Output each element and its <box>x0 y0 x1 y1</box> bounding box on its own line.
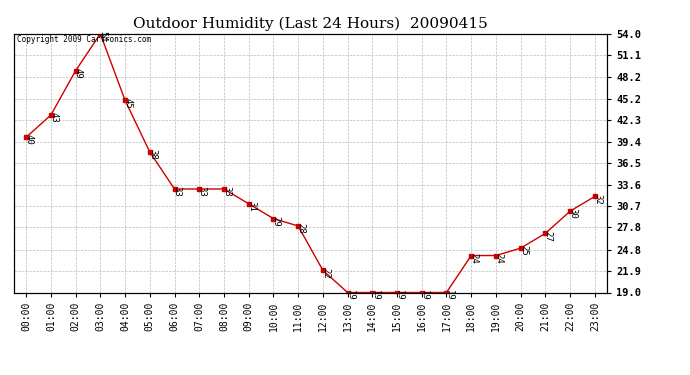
Text: 24: 24 <box>494 253 503 264</box>
Title: Outdoor Humidity (Last 24 Hours)  20090415: Outdoor Humidity (Last 24 Hours) 2009041… <box>133 17 488 31</box>
Text: 49: 49 <box>74 68 83 79</box>
Text: 32: 32 <box>593 194 602 204</box>
Text: 43: 43 <box>49 112 58 123</box>
Text: 19: 19 <box>346 290 355 300</box>
Text: 25: 25 <box>519 245 528 256</box>
Text: 40: 40 <box>24 135 33 145</box>
Text: 27: 27 <box>544 231 553 242</box>
Text: 31: 31 <box>247 201 256 212</box>
Text: Copyright 2009 Cartronics.com: Copyright 2009 Cartronics.com <box>17 35 151 44</box>
Text: 33: 33 <box>172 186 181 197</box>
Text: 28: 28 <box>297 223 306 234</box>
Text: 33: 33 <box>222 186 231 197</box>
Text: 19: 19 <box>395 290 404 300</box>
Text: 29: 29 <box>272 216 281 226</box>
Text: 19: 19 <box>420 290 429 300</box>
Text: 30: 30 <box>569 209 578 219</box>
Text: 54: 54 <box>99 31 108 42</box>
Text: 33: 33 <box>197 186 206 197</box>
Text: 19: 19 <box>371 290 380 300</box>
Text: 24: 24 <box>469 253 478 264</box>
Text: 22: 22 <box>321 267 330 278</box>
Text: 19: 19 <box>445 290 454 300</box>
Text: 45: 45 <box>124 98 132 108</box>
Text: 38: 38 <box>148 149 157 160</box>
